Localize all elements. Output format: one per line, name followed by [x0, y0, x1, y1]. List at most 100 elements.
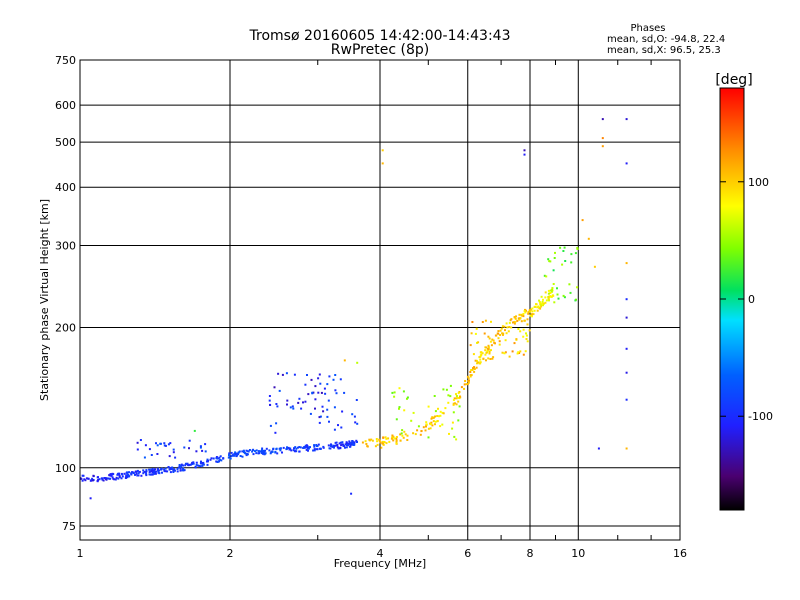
data-point — [207, 460, 209, 462]
data-point — [482, 321, 484, 323]
data-point — [311, 379, 313, 381]
data-point — [286, 372, 288, 374]
data-point — [434, 395, 436, 397]
data-point — [217, 458, 219, 460]
data-point — [401, 429, 403, 431]
data-point — [472, 369, 474, 371]
stats-line-o: mean, sd,O: -94.8, 22.4 — [607, 34, 725, 45]
data-point — [531, 308, 533, 310]
data-point — [337, 446, 339, 448]
data-point — [174, 457, 176, 459]
data-point — [577, 248, 579, 250]
data-point — [149, 471, 151, 473]
data-point — [310, 413, 312, 415]
data-point — [517, 328, 519, 330]
x-tick-label: 2 — [227, 547, 234, 560]
data-point — [474, 368, 476, 370]
data-point — [317, 377, 319, 379]
data-point — [194, 430, 196, 432]
data-point — [306, 444, 308, 446]
data-point — [177, 470, 179, 472]
data-point — [180, 470, 182, 472]
data-point — [353, 444, 355, 446]
data-point — [561, 264, 563, 266]
data-point — [536, 306, 538, 308]
data-point — [116, 477, 118, 479]
data-point — [519, 314, 521, 316]
data-point — [142, 472, 144, 474]
data-point — [468, 377, 470, 379]
data-point — [105, 478, 107, 480]
data-point — [286, 448, 288, 450]
data-point — [163, 442, 165, 444]
data-point — [299, 451, 301, 453]
data-point — [274, 452, 276, 454]
data-point — [159, 443, 161, 445]
data-point — [519, 350, 521, 352]
data-point — [286, 404, 288, 406]
data-point — [145, 471, 147, 473]
data-point — [351, 413, 353, 415]
data-point — [329, 447, 331, 449]
data-point — [269, 395, 271, 397]
data-point — [455, 393, 457, 395]
data-point — [368, 439, 370, 441]
data-point — [334, 374, 336, 376]
data-point — [324, 388, 326, 390]
data-point — [401, 432, 403, 434]
y-tick-label: 400 — [55, 181, 76, 194]
data-point — [144, 457, 146, 459]
data-point — [92, 479, 94, 481]
data-point — [509, 356, 511, 358]
data-point — [501, 328, 503, 330]
data-point — [240, 455, 242, 457]
data-point — [428, 406, 430, 408]
data-point — [328, 375, 330, 377]
data-point — [570, 253, 572, 255]
data-point — [150, 474, 152, 476]
y-tick-label: 100 — [55, 462, 76, 475]
data-point — [484, 349, 486, 351]
data-point — [502, 352, 504, 354]
colorbar-label: [deg] — [715, 72, 752, 88]
data-point — [222, 457, 224, 459]
data-point — [180, 466, 182, 468]
data-point — [420, 430, 422, 432]
data-point — [449, 395, 451, 397]
data-point — [341, 411, 343, 413]
data-point — [367, 446, 369, 448]
data-point — [153, 473, 155, 475]
data-point — [256, 449, 258, 451]
data-point — [376, 438, 378, 440]
data-point — [334, 389, 336, 391]
data-point — [468, 382, 470, 384]
data-point — [626, 372, 628, 374]
data-point — [196, 464, 198, 466]
data-point — [290, 449, 292, 451]
data-point — [351, 440, 353, 442]
data-point — [151, 470, 153, 472]
data-point — [336, 444, 338, 446]
data-point — [418, 425, 420, 427]
data-point — [103, 480, 105, 482]
data-point — [294, 374, 296, 376]
data-point — [523, 320, 525, 322]
data-point — [302, 447, 304, 449]
data-point — [538, 300, 540, 302]
data-point — [626, 262, 628, 264]
data-point — [553, 301, 555, 303]
data-point — [403, 437, 405, 439]
data-point — [563, 295, 565, 297]
data-point — [178, 467, 180, 469]
data-point — [341, 441, 343, 443]
data-point — [416, 429, 418, 431]
data-point — [472, 367, 474, 369]
data-point — [400, 440, 402, 442]
data-point — [334, 406, 336, 408]
data-point — [171, 467, 173, 469]
data-point — [457, 419, 459, 421]
data-point — [283, 447, 285, 449]
data-point — [205, 450, 207, 452]
data-point — [487, 336, 489, 338]
data-point — [354, 421, 356, 423]
